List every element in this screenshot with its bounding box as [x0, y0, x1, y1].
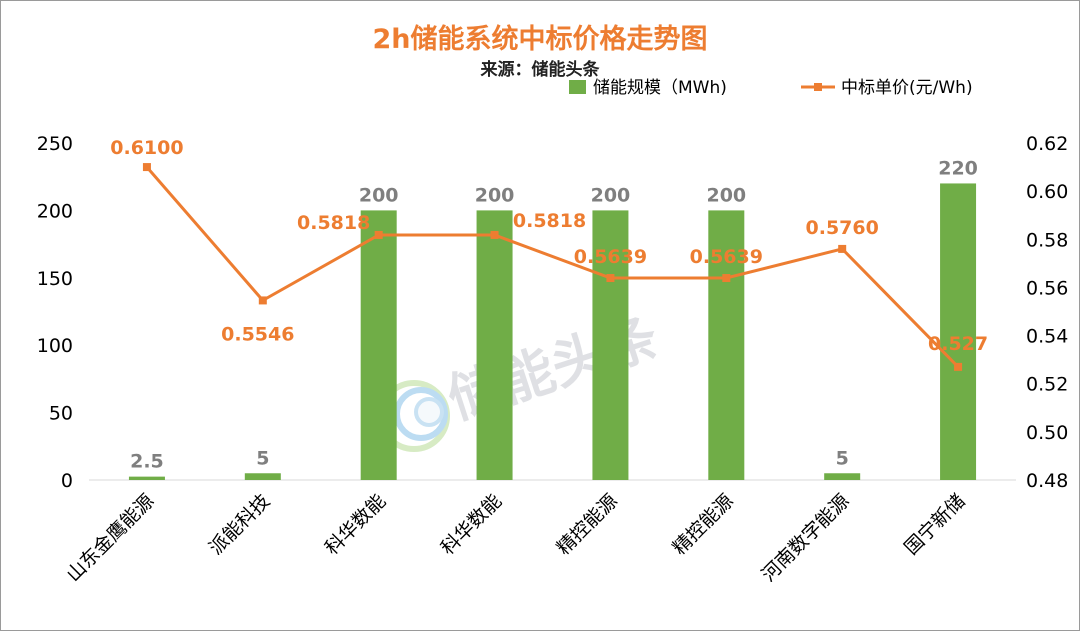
- bar: [824, 473, 861, 480]
- right-axis: 0.48 0.50 0.52 0.54 0.56 0.58 0.60 0.62: [1026, 133, 1068, 492]
- bar-labels: 2.5 5 200 200 200 200 5 220: [130, 157, 978, 472]
- chart-subtitle: 来源：储能头条: [480, 59, 601, 80]
- left-tick-label: 50: [49, 403, 73, 425]
- price-marker: [722, 274, 731, 283]
- bar-data-label: 5: [256, 447, 269, 469]
- category-label: 河南数字能源: [758, 490, 854, 586]
- left-tick-label: 250: [37, 133, 73, 155]
- left-tick-label: 0: [61, 470, 73, 492]
- bar: [128, 476, 165, 480]
- bar-data-label: 2.5: [130, 451, 164, 473]
- bar-data-label: 200: [475, 184, 515, 206]
- price-data-label: 0.5639: [574, 246, 647, 268]
- chart-title: 2h储能系统中标价格走势图: [372, 23, 707, 55]
- bar-data-label: 200: [591, 184, 631, 206]
- legend: 储能规模（MWh) 中标单价(元/Wh): [569, 78, 973, 98]
- right-tick-label: 0.58: [1026, 229, 1068, 251]
- price-marker: [606, 274, 615, 283]
- bar-series: [128, 183, 977, 480]
- price-data-label: 0.527: [928, 333, 988, 355]
- price-data-label: 0.5818: [513, 210, 586, 232]
- right-tick-label: 0.56: [1026, 277, 1068, 299]
- legend-bar-label: 储能规模（MWh): [593, 78, 727, 98]
- right-tick-label: 0.50: [1026, 422, 1068, 444]
- price-data-label: 0.5546: [221, 323, 294, 345]
- left-tick-label: 200: [37, 200, 73, 222]
- price-data-label: 0.6100: [110, 137, 183, 159]
- price-marker: [838, 244, 847, 253]
- category-labels: 山东金鹰能源 派能科技 科华数能 科华数能 精控能源 精控能源 河南数字能源 国宁新储: [62, 490, 969, 586]
- right-tick-label: 0.62: [1026, 133, 1068, 155]
- legend-line-label: 中标单价(元/Wh): [841, 78, 973, 98]
- bar: [708, 210, 745, 480]
- right-tick-label: 0.60: [1026, 181, 1068, 203]
- watermark-text: 储能头条: [441, 305, 666, 432]
- price-marker: [374, 230, 383, 239]
- category-label: 精控能源: [553, 490, 622, 559]
- legend-bar-swatch: [569, 80, 586, 94]
- bar: [592, 210, 629, 480]
- category-label: 国宁新储: [900, 490, 969, 559]
- bar-data-label: 200: [706, 184, 746, 206]
- bar-data-label: 220: [938, 157, 978, 179]
- category-label: 派能科技: [205, 490, 274, 559]
- category-label: 精控能源: [669, 490, 738, 559]
- bar: [244, 473, 281, 480]
- price-line: [145, 166, 960, 368]
- price-data-label: 0.5818: [297, 212, 370, 234]
- right-tick-label: 0.48: [1026, 470, 1068, 492]
- left-axis: 0 50 100 150 200 250: [37, 133, 73, 492]
- category-label: 科华数能: [437, 490, 506, 559]
- category-label: 科华数能: [321, 490, 390, 559]
- right-tick-label: 0.52: [1026, 374, 1068, 396]
- price-marker: [258, 296, 267, 305]
- bar-data-label: 200: [359, 184, 399, 206]
- price-markers: [142, 163, 963, 371]
- bar: [476, 210, 513, 480]
- right-tick-label: 0.54: [1026, 326, 1068, 348]
- price-data-label: 0.5760: [806, 217, 879, 239]
- price-labels: 0.6100 0.5546 0.5818 0.5818 0.5639 0.5639 0.57…: [110, 137, 988, 355]
- category-label: 山东金鹰能源: [62, 490, 158, 586]
- price-data-label: 0.5639: [690, 246, 763, 268]
- bar: [360, 210, 397, 480]
- price-marker: [490, 230, 499, 239]
- price-marker: [954, 362, 963, 371]
- bar: [940, 183, 977, 480]
- price-marker: [142, 163, 151, 172]
- left-tick-label: 150: [37, 268, 73, 290]
- legend-line-marker: [814, 83, 822, 91]
- left-tick-label: 100: [37, 335, 73, 357]
- bar-data-label: 5: [836, 447, 849, 469]
